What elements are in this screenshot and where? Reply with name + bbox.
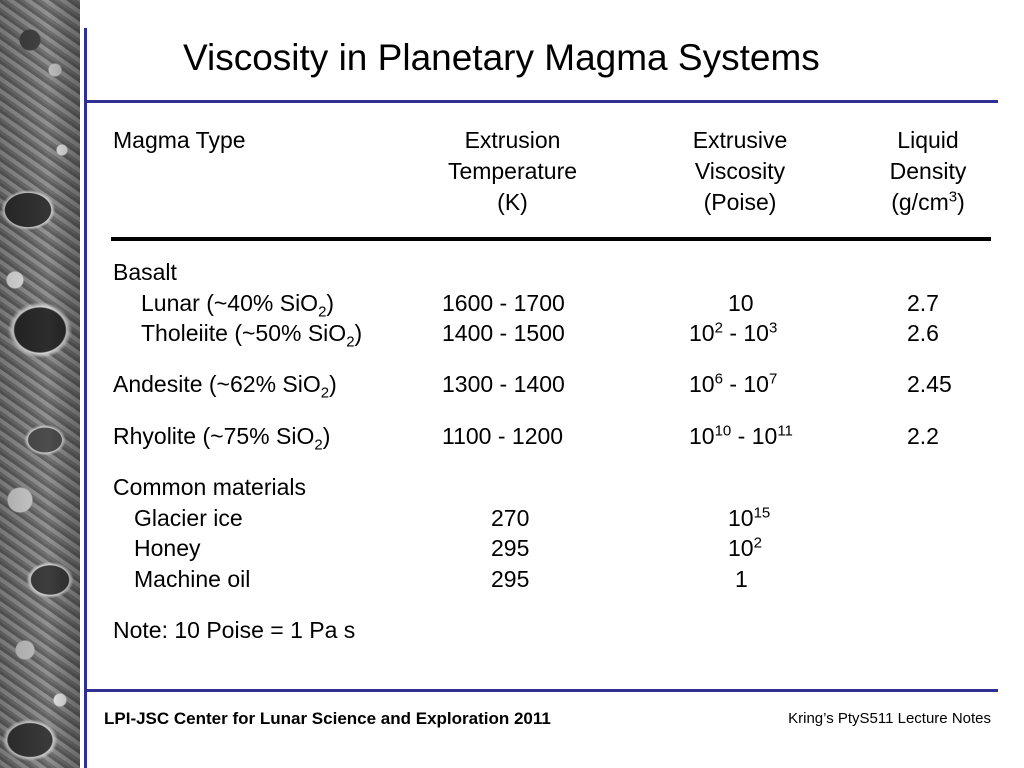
header-viscosity: Extrusive Viscosity (Poise)	[665, 125, 815, 218]
row-honey-visc: 102	[728, 534, 762, 561]
row-andesite-density: 2.45	[907, 371, 952, 397]
header-temperature-line2: Temperature	[447, 158, 578, 184]
row-honey-name: Honey	[134, 535, 201, 561]
row-lunar-name: Lunar (~40% SiO2)	[141, 290, 335, 321]
bottom-accent-line	[84, 689, 998, 692]
row-honey-temp: 295	[491, 535, 530, 561]
row-rhyolite-temp: 1100 - 1200	[442, 423, 564, 449]
header-density-line2: Density	[889, 158, 967, 184]
lunar-surface-image	[0, 0, 80, 768]
row-oil-visc: 1	[735, 566, 748, 592]
header-temperature-line3: (K)	[497, 189, 528, 215]
row-rhyolite-visc: 1010 - 1011	[689, 422, 793, 449]
header-temperature-line1: Extrusion	[464, 127, 561, 153]
header-magma-type: Magma Type	[113, 127, 246, 153]
row-tholeiite-name: Tholeiite (~50% SiO2)	[141, 320, 363, 351]
group-label-common: Common materials	[113, 474, 306, 500]
footer-lecture-notes: Kring’s PtyS511 Lecture Notes	[788, 710, 991, 727]
header-density: Liquid Density (g/cm3)	[868, 125, 988, 218]
row-lunar-temp: 1600 - 1700	[442, 290, 565, 316]
header-density-line3: (g/cm3)	[891, 188, 965, 215]
row-tholeiite-temp: 1400 - 1500	[442, 320, 565, 346]
row-lunar-density: 2.7	[907, 290, 939, 316]
row-glacier-visc: 1015	[728, 504, 771, 531]
vertical-accent-line	[84, 28, 87, 768]
row-rhyolite-name: Rhyolite (~75% SiO2)	[113, 423, 331, 454]
footer-organization: LPI-JSC Center for Lunar Science and Exp…	[104, 709, 551, 728]
row-oil-name: Machine oil	[134, 566, 251, 592]
group-label-basalt: Basalt	[113, 259, 177, 285]
row-andesite-temp: 1300 - 1400	[442, 371, 565, 397]
note-text: Note: 10 Poise = 1 Pa s	[113, 617, 356, 643]
header-rule	[111, 237, 991, 241]
header-viscosity-line3: (Poise)	[703, 189, 777, 215]
row-andesite-name: Andesite (~62% SiO2)	[113, 371, 337, 402]
row-lunar-visc: 10	[728, 290, 754, 316]
row-glacier-temp: 270	[491, 505, 530, 531]
top-accent-line	[84, 100, 998, 103]
row-tholeiite-density: 2.6	[907, 320, 939, 346]
header-viscosity-line2: Viscosity	[694, 158, 786, 184]
row-oil-temp: 295	[491, 566, 530, 592]
page-title: Viscosity in Planetary Magma Systems	[183, 37, 820, 78]
row-glacier-name: Glacier ice	[134, 505, 243, 531]
row-tholeiite-visc: 102 - 103	[689, 319, 778, 346]
row-rhyolite-density: 2.2	[907, 423, 939, 449]
header-viscosity-line1: Extrusive	[692, 127, 788, 153]
header-temperature: Extrusion Temperature (K)	[430, 125, 595, 218]
header-density-line1: Liquid	[897, 127, 959, 153]
row-andesite-visc: 106 - 107	[689, 370, 778, 397]
